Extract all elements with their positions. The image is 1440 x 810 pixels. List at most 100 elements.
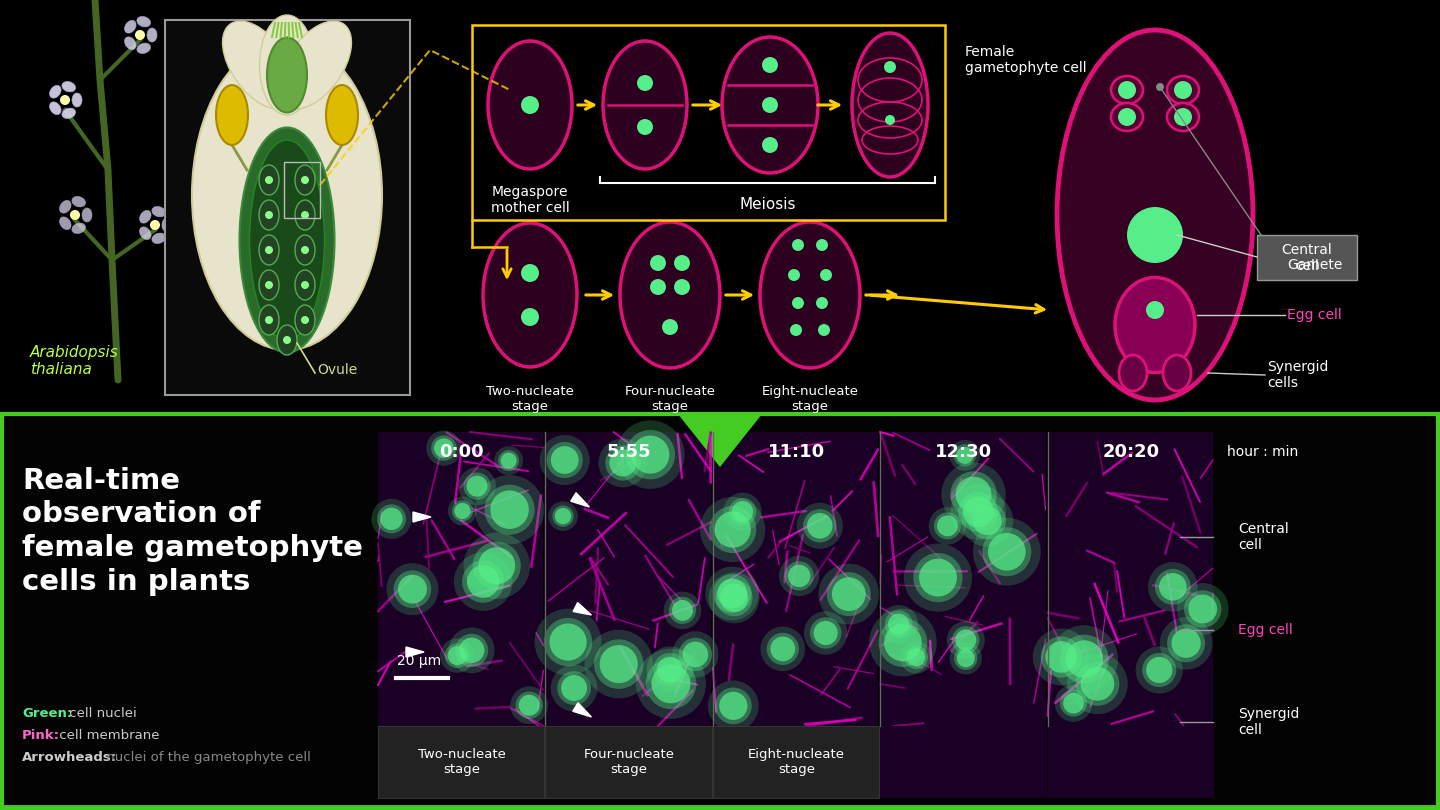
Circle shape [454, 552, 513, 611]
Circle shape [973, 518, 1041, 586]
Ellipse shape [59, 200, 71, 213]
Circle shape [605, 446, 641, 480]
Circle shape [478, 548, 516, 584]
Polygon shape [678, 414, 762, 467]
Circle shape [1174, 108, 1192, 126]
Text: cell membrane: cell membrane [55, 729, 160, 742]
Circle shape [1172, 629, 1201, 658]
Text: hour : min: hour : min [1227, 445, 1299, 459]
Ellipse shape [852, 33, 927, 177]
Circle shape [657, 657, 683, 683]
Ellipse shape [1112, 103, 1143, 131]
Circle shape [609, 450, 636, 476]
Circle shape [1117, 108, 1136, 126]
Circle shape [498, 450, 518, 471]
Circle shape [1136, 646, 1182, 693]
Bar [377, 726, 544, 798]
Text: Arrowheads:: Arrowheads: [22, 751, 117, 764]
Bar [1257, 235, 1356, 280]
Circle shape [935, 513, 960, 539]
Circle shape [706, 566, 759, 620]
Circle shape [647, 646, 693, 693]
Circle shape [779, 556, 819, 596]
Bar [377, 432, 543, 726]
Circle shape [791, 324, 802, 336]
Circle shape [1166, 625, 1205, 663]
Bar [546, 726, 711, 798]
Circle shape [380, 508, 403, 530]
Ellipse shape [276, 325, 297, 355]
Circle shape [760, 627, 805, 671]
Circle shape [942, 463, 1005, 526]
Ellipse shape [603, 41, 687, 169]
Circle shape [792, 297, 804, 309]
Text: Female
gametophyte cell: Female gametophyte cell [965, 45, 1087, 75]
Circle shape [1117, 81, 1136, 99]
Circle shape [475, 475, 544, 544]
Ellipse shape [1166, 76, 1200, 104]
Circle shape [816, 239, 828, 251]
Circle shape [553, 505, 573, 526]
Circle shape [301, 316, 310, 324]
Circle shape [645, 659, 697, 709]
Circle shape [516, 692, 543, 718]
Ellipse shape [72, 93, 82, 107]
Circle shape [547, 442, 583, 478]
Circle shape [960, 495, 1014, 547]
Circle shape [796, 503, 842, 549]
Circle shape [907, 648, 926, 667]
Circle shape [955, 646, 978, 670]
Ellipse shape [760, 222, 860, 368]
Circle shape [510, 686, 549, 724]
Text: Ovule: Ovule [317, 363, 357, 377]
Text: Synergid
cell: Synergid cell [1238, 707, 1299, 737]
Circle shape [265, 176, 274, 184]
Text: Real-time
observation of
female gametophyte
cells in plants: Real-time observation of female gametoph… [22, 467, 363, 595]
Circle shape [708, 680, 759, 731]
Ellipse shape [147, 28, 157, 42]
Circle shape [708, 506, 756, 553]
Text: Four-nucleate
stage: Four-nucleate stage [583, 748, 674, 776]
Circle shape [265, 211, 274, 219]
Circle shape [1032, 629, 1090, 685]
Text: Meiosis: Meiosis [739, 197, 796, 212]
Circle shape [762, 57, 778, 73]
Circle shape [455, 503, 471, 519]
Text: 5:55: 5:55 [606, 443, 651, 461]
Circle shape [988, 533, 1025, 570]
Circle shape [913, 553, 962, 602]
Circle shape [1146, 657, 1172, 683]
Circle shape [949, 642, 982, 675]
Ellipse shape [259, 15, 314, 115]
Ellipse shape [295, 200, 315, 230]
Circle shape [1060, 635, 1109, 684]
Circle shape [1128, 207, 1184, 263]
Circle shape [550, 624, 586, 661]
Circle shape [674, 255, 690, 271]
Ellipse shape [1057, 30, 1253, 400]
Circle shape [1176, 583, 1228, 635]
Circle shape [714, 511, 750, 548]
Circle shape [562, 675, 588, 701]
Circle shape [265, 281, 274, 289]
Circle shape [700, 497, 765, 562]
Ellipse shape [259, 200, 279, 230]
Circle shape [662, 319, 678, 335]
Circle shape [467, 565, 500, 598]
Text: Egg cell: Egg cell [1287, 308, 1342, 322]
Circle shape [950, 484, 1007, 539]
Text: Pink:: Pink: [22, 729, 60, 742]
Circle shape [393, 570, 431, 608]
Circle shape [649, 279, 665, 295]
Circle shape [472, 542, 521, 590]
Circle shape [448, 646, 467, 665]
Circle shape [599, 645, 638, 683]
Text: 0:00: 0:00 [439, 443, 484, 461]
Circle shape [301, 176, 310, 184]
Circle shape [265, 246, 274, 254]
Circle shape [616, 420, 684, 489]
Text: 12:30: 12:30 [936, 443, 992, 461]
Text: Green:: Green: [22, 707, 72, 720]
Circle shape [956, 447, 973, 464]
Text: Eight-nucleate
stage: Eight-nucleate stage [747, 748, 845, 776]
